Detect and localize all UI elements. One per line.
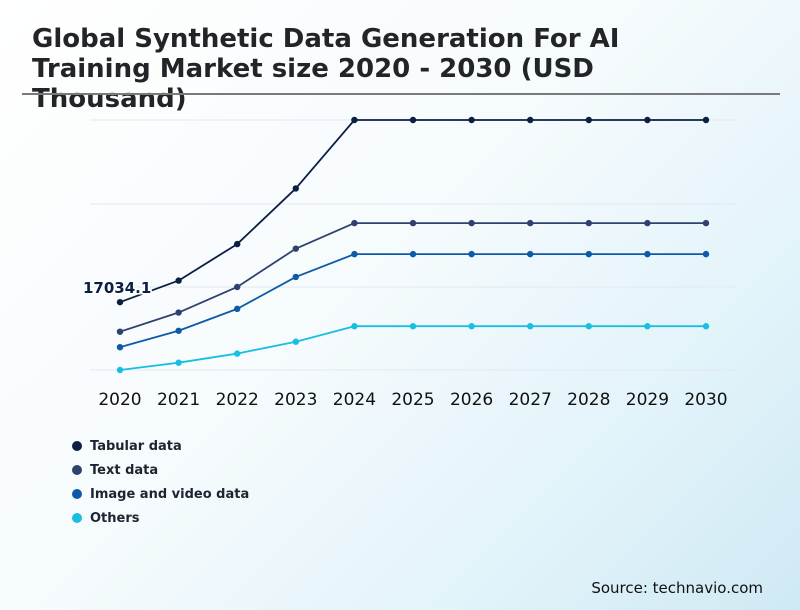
- data-point-tabular-data-2024: [351, 116, 358, 124]
- legend-label-others: Others: [90, 510, 140, 526]
- x-tick-label-2030: 2030: [684, 390, 727, 410]
- chart-legend: Tabular data Text data Image and video dat…: [72, 434, 249, 530]
- legend-item-others: Others: [72, 506, 249, 530]
- title-divider: [22, 93, 780, 95]
- x-tick-label-2025: 2025: [391, 390, 434, 410]
- legend-label-image-and-video-data: Image and video data: [90, 486, 250, 502]
- x-tick-label-2021: 2021: [157, 390, 200, 410]
- data-point-tabular-data-2023: [292, 185, 299, 192]
- data-point-text-data-2029: [644, 219, 651, 227]
- data-point-text-data-2030: [702, 219, 710, 227]
- data-point-text-data-2023: [292, 245, 299, 252]
- data-point-tabular-data-2020: [116, 298, 124, 306]
- data-point-text-data-2027: [527, 219, 534, 227]
- legend-label-tabular-data: Tabular data: [90, 438, 182, 454]
- data-point-tabular-data-2030: [702, 116, 710, 124]
- legend-marker-others: [72, 513, 82, 523]
- data-point-tabular-data-2028: [585, 116, 592, 124]
- data-point-image-and-video-data-2023: [292, 273, 299, 281]
- data-point-image-and-video-data-2030: [702, 250, 710, 258]
- x-tick-label-2029: 2029: [626, 390, 669, 410]
- data-point-tabular-data-2027: [527, 116, 534, 124]
- x-tick-label-2023: 2023: [274, 390, 317, 410]
- data-point-text-data-2024: [351, 219, 358, 227]
- x-tick-label-2020: 2020: [98, 390, 141, 410]
- data-point-others-2023: [292, 338, 299, 345]
- data-point-others-2030: [702, 323, 710, 330]
- data-point-others-2029: [644, 323, 651, 330]
- data-point-image-and-video-data-2027: [527, 250, 534, 258]
- data-point-others-2026: [468, 323, 475, 330]
- legend-marker-text-data: [72, 465, 82, 475]
- legend-item-text-data: Text data: [72, 458, 249, 482]
- data-point-others-2020: [116, 366, 124, 374]
- data-point-tabular-data-2026: [468, 116, 475, 124]
- chart-title: Global Synthetic Data Generation For AI …: [32, 24, 620, 114]
- data-point-image-and-video-data-2028: [585, 250, 592, 258]
- data-point-text-data-2025: [409, 219, 417, 227]
- series-line-tabular-data: [119, 119, 706, 304]
- data-point-text-data-2020: [116, 328, 124, 335]
- data-point-others-2024: [351, 323, 358, 330]
- x-tick-label-2024: 2024: [333, 390, 376, 410]
- x-tick-label-2027: 2027: [509, 390, 552, 410]
- x-tick-label-2028: 2028: [567, 390, 610, 410]
- legend-marker-tabular-data: [72, 441, 82, 451]
- data-point-image-and-video-data-2024: [351, 250, 358, 258]
- source-credit: Source: technavio.com: [591, 579, 763, 597]
- data-point-tabular-data-2022: [234, 240, 241, 248]
- data-point-text-data-2028: [585, 219, 592, 227]
- data-point-tabular-data-2025: [409, 116, 417, 124]
- data-point-tabular-data-2029: [644, 116, 651, 124]
- data-point-others-2022: [234, 350, 241, 357]
- data-point-others-2025: [409, 323, 417, 330]
- data-point-image-and-video-data-2021: [175, 327, 182, 334]
- legend-marker-image-and-video-data: [72, 489, 82, 499]
- legend-item-tabular-data: Tabular data: [72, 434, 249, 458]
- data-point-image-and-video-data-2022: [234, 305, 241, 313]
- data-point-image-and-video-data-2020: [116, 343, 124, 351]
- data-point-others-2021: [175, 359, 182, 366]
- data-point-text-data-2026: [468, 219, 475, 227]
- series-line-others: [119, 325, 706, 371]
- data-point-text-data-2022: [234, 283, 241, 291]
- data-point-others-2027: [527, 323, 534, 330]
- data-point-image-and-video-data-2026: [468, 250, 475, 258]
- legend-item-image-and-video-data: Image and video data: [72, 482, 249, 506]
- legend-label-text-data: Text data: [90, 462, 159, 478]
- data-point-tabular-data-2021: [175, 277, 182, 284]
- data-point-text-data-2021: [175, 309, 182, 316]
- data-point-image-and-video-data-2025: [409, 250, 417, 258]
- x-tick-label-2026: 2026: [450, 390, 493, 410]
- series-line-text-data: [119, 222, 706, 333]
- data-label-0: 17034.1: [83, 279, 151, 297]
- x-tick-label-2022: 2022: [216, 390, 259, 410]
- data-point-others-2028: [585, 323, 592, 330]
- data-point-image-and-video-data-2029: [644, 250, 651, 258]
